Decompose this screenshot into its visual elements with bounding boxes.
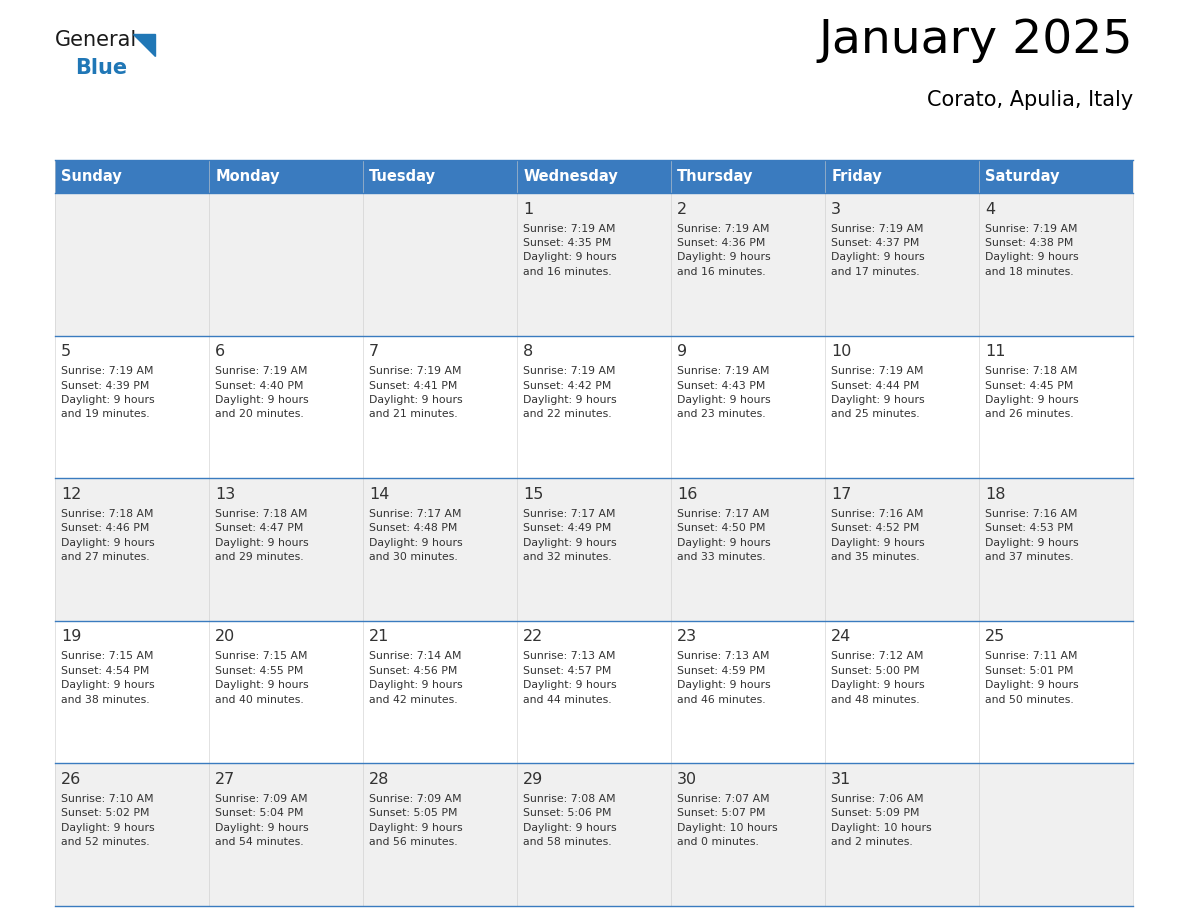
Bar [55, 193, 1133, 336]
Text: Sunrise: 7:19 AM
Sunset: 4:42 PM
Daylight: 9 hours
and 22 minutes.: Sunrise: 7:19 AM Sunset: 4:42 PM Dayligh… [523, 366, 617, 420]
Text: Wednesday: Wednesday [523, 169, 618, 184]
Text: Sunrise: 7:17 AM
Sunset: 4:50 PM
Daylight: 9 hours
and 33 minutes.: Sunrise: 7:17 AM Sunset: 4:50 PM Dayligh… [677, 509, 771, 562]
Text: 8: 8 [523, 344, 533, 359]
Text: Sunrise: 7:18 AM
Sunset: 4:45 PM
Daylight: 9 hours
and 26 minutes.: Sunrise: 7:18 AM Sunset: 4:45 PM Dayligh… [985, 366, 1079, 420]
Text: 12: 12 [61, 487, 82, 502]
Text: Sunrise: 7:08 AM
Sunset: 5:06 PM
Daylight: 9 hours
and 58 minutes.: Sunrise: 7:08 AM Sunset: 5:06 PM Dayligh… [523, 794, 617, 847]
Text: Sunrise: 7:13 AM
Sunset: 4:57 PM
Daylight: 9 hours
and 44 minutes.: Sunrise: 7:13 AM Sunset: 4:57 PM Dayligh… [523, 652, 617, 704]
Text: 11: 11 [985, 344, 1006, 359]
Text: Sunrise: 7:12 AM
Sunset: 5:00 PM
Daylight: 9 hours
and 48 minutes.: Sunrise: 7:12 AM Sunset: 5:00 PM Dayligh… [832, 652, 924, 704]
Text: Sunrise: 7:09 AM
Sunset: 5:04 PM
Daylight: 9 hours
and 54 minutes.: Sunrise: 7:09 AM Sunset: 5:04 PM Dayligh… [215, 794, 309, 847]
Text: 31: 31 [832, 772, 852, 787]
Text: 29: 29 [523, 772, 543, 787]
Text: Sunrise: 7:19 AM
Sunset: 4:37 PM
Daylight: 9 hours
and 17 minutes.: Sunrise: 7:19 AM Sunset: 4:37 PM Dayligh… [832, 224, 924, 276]
Text: Sunrise: 7:18 AM
Sunset: 4:47 PM
Daylight: 9 hours
and 29 minutes.: Sunrise: 7:18 AM Sunset: 4:47 PM Dayligh… [215, 509, 309, 562]
Text: 9: 9 [677, 344, 688, 359]
Text: Monday: Monday [215, 169, 279, 184]
Bar [364, 160, 517, 193]
Text: 21: 21 [369, 630, 390, 644]
Text: Sunrise: 7:19 AM
Sunset: 4:40 PM
Daylight: 9 hours
and 20 minutes.: Sunrise: 7:19 AM Sunset: 4:40 PM Dayligh… [215, 366, 309, 420]
Text: 27: 27 [215, 772, 235, 787]
Text: 4: 4 [985, 202, 996, 217]
Text: 25: 25 [985, 630, 1005, 644]
Bar [55, 478, 1133, 621]
Text: 19: 19 [61, 630, 82, 644]
Text: Sunrise: 7:19 AM
Sunset: 4:39 PM
Daylight: 9 hours
and 19 minutes.: Sunrise: 7:19 AM Sunset: 4:39 PM Dayligh… [61, 366, 154, 420]
Text: Sunrise: 7:17 AM
Sunset: 4:49 PM
Daylight: 9 hours
and 32 minutes.: Sunrise: 7:17 AM Sunset: 4:49 PM Dayligh… [523, 509, 617, 562]
Text: Sunrise: 7:17 AM
Sunset: 4:48 PM
Daylight: 9 hours
and 30 minutes.: Sunrise: 7:17 AM Sunset: 4:48 PM Dayligh… [369, 509, 463, 562]
Bar [979, 160, 1133, 193]
Text: Friday: Friday [832, 169, 881, 184]
Bar [55, 621, 1133, 764]
Bar [517, 160, 671, 193]
Text: 1: 1 [523, 202, 533, 217]
Bar [824, 160, 979, 193]
Text: Sunrise: 7:19 AM
Sunset: 4:44 PM
Daylight: 9 hours
and 25 minutes.: Sunrise: 7:19 AM Sunset: 4:44 PM Dayligh… [832, 366, 924, 420]
Text: Sunrise: 7:16 AM
Sunset: 4:52 PM
Daylight: 9 hours
and 35 minutes.: Sunrise: 7:16 AM Sunset: 4:52 PM Dayligh… [832, 509, 924, 562]
Text: Sunrise: 7:14 AM
Sunset: 4:56 PM
Daylight: 9 hours
and 42 minutes.: Sunrise: 7:14 AM Sunset: 4:56 PM Dayligh… [369, 652, 463, 704]
Text: 22: 22 [523, 630, 543, 644]
Text: Blue: Blue [75, 58, 127, 78]
Bar [55, 764, 1133, 906]
Text: 2: 2 [677, 202, 688, 217]
Text: Sunrise: 7:15 AM
Sunset: 4:55 PM
Daylight: 9 hours
and 40 minutes.: Sunrise: 7:15 AM Sunset: 4:55 PM Dayligh… [215, 652, 309, 704]
Text: Sunrise: 7:19 AM
Sunset: 4:38 PM
Daylight: 9 hours
and 18 minutes.: Sunrise: 7:19 AM Sunset: 4:38 PM Dayligh… [985, 224, 1079, 276]
Bar [55, 336, 1133, 478]
Text: 17: 17 [832, 487, 852, 502]
Text: 6: 6 [215, 344, 226, 359]
Text: Sunrise: 7:11 AM
Sunset: 5:01 PM
Daylight: 9 hours
and 50 minutes.: Sunrise: 7:11 AM Sunset: 5:01 PM Dayligh… [985, 652, 1079, 704]
Text: 13: 13 [215, 487, 235, 502]
Text: 15: 15 [523, 487, 544, 502]
Text: Thursday: Thursday [677, 169, 753, 184]
Text: 24: 24 [832, 630, 852, 644]
Text: Tuesday: Tuesday [369, 169, 436, 184]
Text: Saturday: Saturday [985, 169, 1060, 184]
Bar [209, 160, 364, 193]
Text: Corato, Apulia, Italy: Corato, Apulia, Italy [927, 90, 1133, 110]
Text: Sunrise: 7:16 AM
Sunset: 4:53 PM
Daylight: 9 hours
and 37 minutes.: Sunrise: 7:16 AM Sunset: 4:53 PM Dayligh… [985, 509, 1079, 562]
Text: 28: 28 [369, 772, 390, 787]
Text: Sunrise: 7:18 AM
Sunset: 4:46 PM
Daylight: 9 hours
and 27 minutes.: Sunrise: 7:18 AM Sunset: 4:46 PM Dayligh… [61, 509, 154, 562]
Text: Sunrise: 7:19 AM
Sunset: 4:41 PM
Daylight: 9 hours
and 21 minutes.: Sunrise: 7:19 AM Sunset: 4:41 PM Dayligh… [369, 366, 463, 420]
Text: Sunrise: 7:15 AM
Sunset: 4:54 PM
Daylight: 9 hours
and 38 minutes.: Sunrise: 7:15 AM Sunset: 4:54 PM Dayligh… [61, 652, 154, 704]
Text: 5: 5 [61, 344, 71, 359]
Text: 7: 7 [369, 344, 379, 359]
Text: Sunrise: 7:19 AM
Sunset: 4:35 PM
Daylight: 9 hours
and 16 minutes.: Sunrise: 7:19 AM Sunset: 4:35 PM Dayligh… [523, 224, 617, 276]
Text: January 2025: January 2025 [819, 18, 1133, 63]
Text: Sunrise: 7:09 AM
Sunset: 5:05 PM
Daylight: 9 hours
and 56 minutes.: Sunrise: 7:09 AM Sunset: 5:05 PM Dayligh… [369, 794, 463, 847]
Text: Sunrise: 7:19 AM
Sunset: 4:43 PM
Daylight: 9 hours
and 23 minutes.: Sunrise: 7:19 AM Sunset: 4:43 PM Dayligh… [677, 366, 771, 420]
Text: 26: 26 [61, 772, 82, 787]
Text: 20: 20 [215, 630, 235, 644]
Text: Sunrise: 7:13 AM
Sunset: 4:59 PM
Daylight: 9 hours
and 46 minutes.: Sunrise: 7:13 AM Sunset: 4:59 PM Dayligh… [677, 652, 771, 704]
Text: 3: 3 [832, 202, 841, 217]
Text: 30: 30 [677, 772, 697, 787]
Bar [671, 160, 824, 193]
Text: Sunrise: 7:19 AM
Sunset: 4:36 PM
Daylight: 9 hours
and 16 minutes.: Sunrise: 7:19 AM Sunset: 4:36 PM Dayligh… [677, 224, 771, 276]
Text: 16: 16 [677, 487, 697, 502]
Text: 23: 23 [677, 630, 697, 644]
Text: 10: 10 [832, 344, 852, 359]
Text: General: General [55, 30, 138, 50]
Polygon shape [133, 34, 156, 56]
Bar [55, 160, 209, 193]
Text: Sunday: Sunday [61, 169, 122, 184]
Text: Sunrise: 7:07 AM
Sunset: 5:07 PM
Daylight: 10 hours
and 0 minutes.: Sunrise: 7:07 AM Sunset: 5:07 PM Dayligh… [677, 794, 778, 847]
Text: 14: 14 [369, 487, 390, 502]
Text: 18: 18 [985, 487, 1006, 502]
Text: Sunrise: 7:10 AM
Sunset: 5:02 PM
Daylight: 9 hours
and 52 minutes.: Sunrise: 7:10 AM Sunset: 5:02 PM Dayligh… [61, 794, 154, 847]
Text: Sunrise: 7:06 AM
Sunset: 5:09 PM
Daylight: 10 hours
and 2 minutes.: Sunrise: 7:06 AM Sunset: 5:09 PM Dayligh… [832, 794, 931, 847]
